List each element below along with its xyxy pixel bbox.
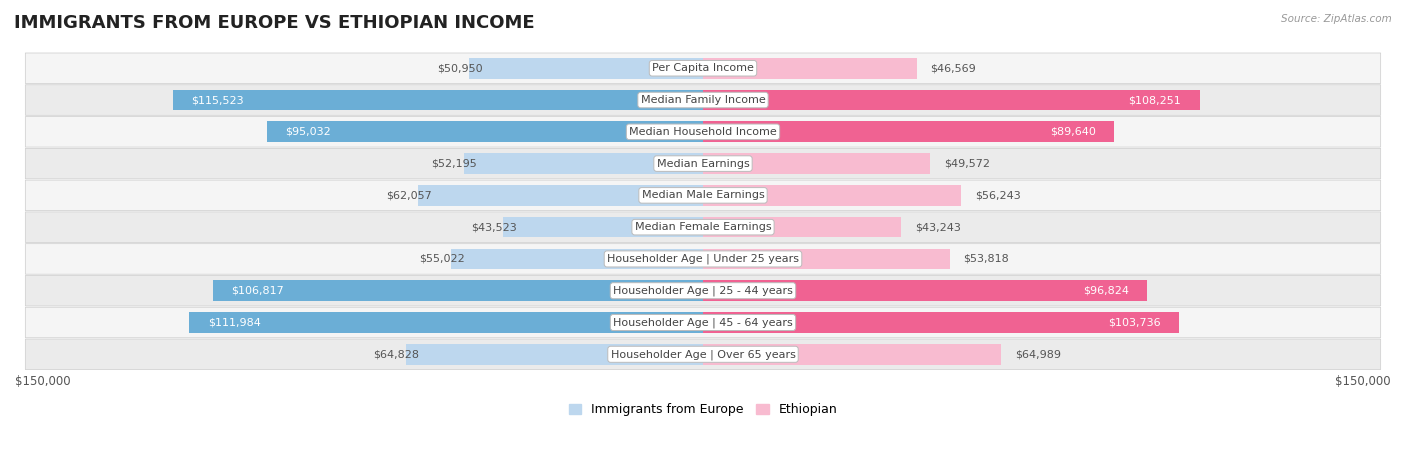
Bar <box>703 121 1114 142</box>
Text: Source: ZipAtlas.com: Source: ZipAtlas.com <box>1281 14 1392 24</box>
Bar <box>503 217 703 238</box>
Text: $150,000: $150,000 <box>1336 375 1391 388</box>
Text: $64,989: $64,989 <box>1015 349 1062 359</box>
Bar <box>267 121 703 142</box>
Text: Householder Age | 25 - 44 years: Householder Age | 25 - 44 years <box>613 285 793 296</box>
Text: Householder Age | Over 65 years: Householder Age | Over 65 years <box>610 349 796 360</box>
Text: $55,022: $55,022 <box>419 254 464 264</box>
Text: $95,032: $95,032 <box>285 127 332 137</box>
Text: $43,523: $43,523 <box>471 222 517 232</box>
FancyBboxPatch shape <box>25 85 1381 115</box>
Text: $108,251: $108,251 <box>1129 95 1181 105</box>
FancyBboxPatch shape <box>25 180 1381 211</box>
Text: $150,000: $150,000 <box>15 375 70 388</box>
FancyBboxPatch shape <box>25 276 1381 306</box>
Text: $56,243: $56,243 <box>974 191 1021 200</box>
Text: Median Family Income: Median Family Income <box>641 95 765 105</box>
Bar <box>406 344 703 365</box>
Text: $115,523: $115,523 <box>191 95 245 105</box>
Bar <box>703 312 1178 333</box>
FancyBboxPatch shape <box>25 339 1381 369</box>
Bar <box>470 58 703 78</box>
Text: Median Household Income: Median Household Income <box>628 127 778 137</box>
Text: $52,195: $52,195 <box>432 159 478 169</box>
Bar <box>703 185 960 205</box>
Bar <box>190 312 703 333</box>
FancyBboxPatch shape <box>25 53 1381 84</box>
Text: Householder Age | Under 25 years: Householder Age | Under 25 years <box>607 254 799 264</box>
Bar <box>703 217 901 238</box>
Text: $89,640: $89,640 <box>1050 127 1095 137</box>
Text: Median Male Earnings: Median Male Earnings <box>641 191 765 200</box>
Text: Per Capita Income: Per Capita Income <box>652 63 754 73</box>
Bar <box>419 185 703 205</box>
Bar <box>703 344 1001 365</box>
Bar <box>703 248 950 269</box>
Bar <box>703 280 1147 301</box>
Legend: Immigrants from Europe, Ethiopian: Immigrants from Europe, Ethiopian <box>564 398 842 421</box>
FancyBboxPatch shape <box>25 244 1381 274</box>
Text: Median Female Earnings: Median Female Earnings <box>634 222 772 232</box>
Text: $64,828: $64,828 <box>374 349 419 359</box>
Text: $43,243: $43,243 <box>915 222 960 232</box>
Text: $103,736: $103,736 <box>1108 318 1160 327</box>
Text: $49,572: $49,572 <box>945 159 990 169</box>
Text: Median Earnings: Median Earnings <box>657 159 749 169</box>
Text: $46,569: $46,569 <box>931 63 976 73</box>
FancyBboxPatch shape <box>25 212 1381 242</box>
Text: Householder Age | 45 - 64 years: Householder Age | 45 - 64 years <box>613 317 793 328</box>
Text: IMMIGRANTS FROM EUROPE VS ETHIOPIAN INCOME: IMMIGRANTS FROM EUROPE VS ETHIOPIAN INCO… <box>14 14 534 32</box>
Bar <box>464 153 703 174</box>
Text: $111,984: $111,984 <box>208 318 260 327</box>
FancyBboxPatch shape <box>25 307 1381 338</box>
Bar <box>703 58 917 78</box>
Bar <box>451 248 703 269</box>
Bar <box>214 280 703 301</box>
FancyBboxPatch shape <box>25 149 1381 179</box>
Bar <box>703 90 1199 110</box>
Text: $106,817: $106,817 <box>232 286 284 296</box>
Text: $50,950: $50,950 <box>437 63 484 73</box>
Bar <box>703 153 931 174</box>
Text: $53,818: $53,818 <box>963 254 1010 264</box>
FancyBboxPatch shape <box>25 117 1381 147</box>
Text: $96,824: $96,824 <box>1083 286 1129 296</box>
Text: $62,057: $62,057 <box>387 191 432 200</box>
Bar <box>173 90 703 110</box>
